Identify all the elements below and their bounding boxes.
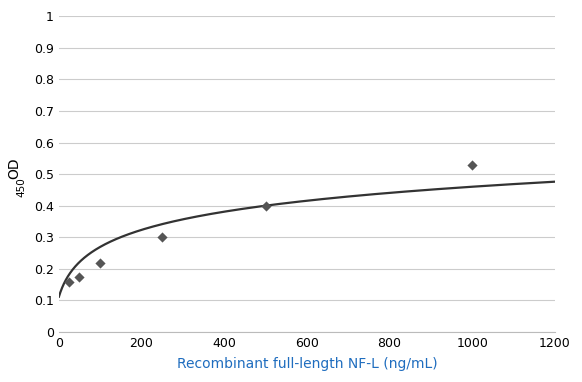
Point xyxy=(468,162,477,168)
X-axis label: Recombinant full-length NF-L (ng/mL): Recombinant full-length NF-L (ng/mL) xyxy=(176,357,437,371)
Text: 450: 450 xyxy=(16,177,27,197)
Point xyxy=(261,202,270,209)
Point xyxy=(95,259,105,265)
Text: OD: OD xyxy=(7,157,21,179)
Point xyxy=(74,274,84,280)
Point xyxy=(65,278,74,285)
Point xyxy=(158,234,167,240)
